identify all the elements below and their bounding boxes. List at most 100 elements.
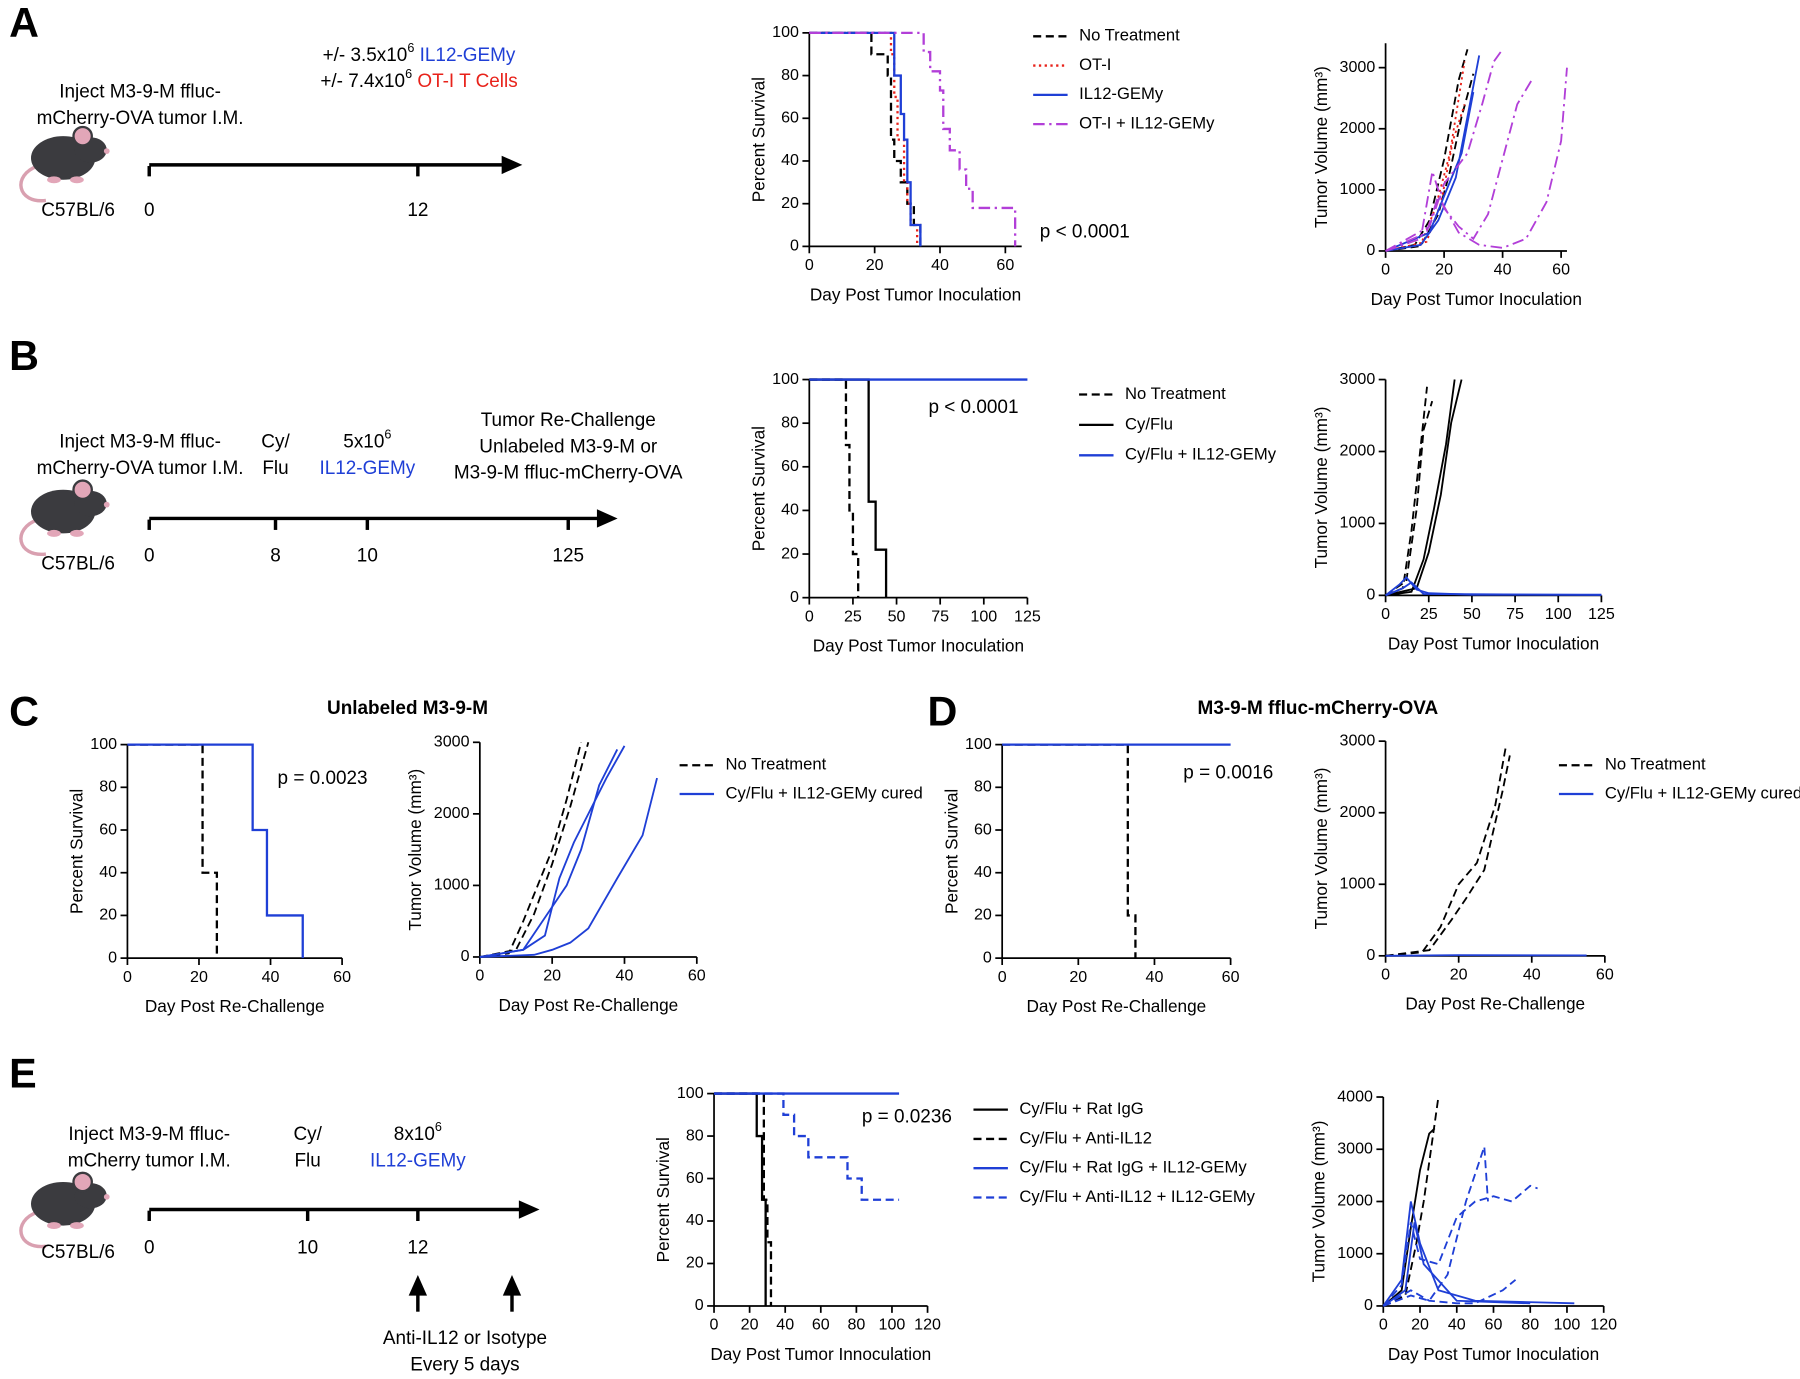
timeline-day: 8 [270, 545, 281, 566]
legend-label: No Treatment [726, 755, 827, 774]
mouse-nose [103, 1194, 110, 1200]
timeline-day: 12 [407, 1238, 428, 1259]
survival-curve [127, 743, 219, 959]
timeline-day: 0 [144, 1238, 155, 1259]
timeline-text: Flu [262, 458, 288, 479]
mouse-icon [19, 125, 110, 203]
y-tick-label: 20 [99, 906, 117, 924]
tumor-curve [1385, 581, 1602, 597]
timeline-text-part: mCherry tumor I.M. [68, 1150, 231, 1171]
p-value: p < 0.0001 [928, 397, 1018, 418]
survival-curve [809, 378, 860, 598]
tumor-curve [1385, 48, 1504, 252]
x-tick-label: 0 [1381, 966, 1390, 984]
x-tick-label: 25 [844, 607, 862, 625]
timeline-text-part: Flu [294, 1150, 320, 1171]
x-tick-label: 60 [333, 968, 351, 986]
mouse-foot [47, 176, 61, 184]
x-axis-label: Day Post Tumor Inoculation [1371, 289, 1582, 309]
survival-curve [809, 31, 922, 247]
strain-label: C57BL/6 [41, 1242, 115, 1263]
timeline-text-part: +/- 3.5x10 [323, 45, 408, 66]
survival-curve [714, 1092, 767, 1306]
x-tick-label: 40 [1494, 261, 1512, 279]
dose-arrowhead [408, 1274, 428, 1296]
timeline-text-part: M3-9-M ffluc-mCherry-OVA [454, 463, 683, 484]
x-tick-label: 0 [123, 968, 132, 986]
survival-curve [809, 31, 922, 247]
timeline-text-part: IL12-GEMy [319, 458, 415, 479]
y-tick-label: 3000 [1337, 1140, 1373, 1158]
y-axis-label: Percent Survival [653, 1137, 673, 1262]
p-value: p < 0.0001 [1040, 222, 1130, 243]
x-tick-label: 50 [1463, 605, 1481, 623]
timeline-text-part: OT-I T Cells [412, 71, 518, 92]
x-tick-label: 100 [970, 607, 997, 625]
x-axis-label: Day Post Tumor Inoculation [1388, 1344, 1599, 1364]
timeline-day: 12 [407, 200, 428, 221]
y-tick-label: 3000 [1340, 731, 1376, 749]
x-tick-label: 0 [998, 968, 1007, 986]
timeline-text: IL12-GEMy [370, 1150, 466, 1171]
x-tick-label: 40 [1146, 968, 1164, 986]
timeline-text-part: Inject M3-9-M ffluc- [59, 82, 221, 103]
mouse-nose [103, 148, 110, 154]
panel-title: M3-9-M ffluc-mCherry-OVA [1198, 698, 1439, 719]
x-axis-label: Day Post Re-Challenge [1026, 996, 1206, 1016]
y-tick-label: 0 [108, 948, 117, 966]
tumor-curve [1385, 55, 1481, 252]
timeline-arrowhead [596, 509, 618, 528]
mouse-ear [72, 1171, 93, 1193]
y-tick-label: 40 [781, 501, 799, 519]
timeline-text: mCherry tumor I.M. [68, 1150, 231, 1171]
timeline-text-part: +/- 7.4x10 [320, 71, 405, 92]
x-tick-label: 20 [190, 968, 208, 986]
y-tick-label: 3000 [1340, 370, 1376, 388]
x-tick-label: 0 [805, 607, 814, 625]
tumor-curve [479, 745, 626, 958]
timeline-text: 8x106 [394, 1120, 442, 1145]
x-tick-label: 100 [1554, 1316, 1581, 1334]
legend-label: No Treatment [1079, 26, 1180, 45]
x-tick-label: 20 [1411, 1316, 1429, 1334]
panel-title: Unlabeled M3-9-M [327, 698, 488, 719]
legend-label: IL12-GEMy [1079, 84, 1164, 103]
legend-label: Cy/Flu + Anti-IL12 [1019, 1128, 1152, 1147]
x-tick-label: 20 [1435, 261, 1453, 279]
timeline-text-part: 6 [405, 68, 412, 82]
timeline-text-part: Cy/ [261, 432, 290, 453]
strain-label: C57BL/6 [41, 200, 115, 221]
x-axis-label: Day Post Tumor Inoculation [1388, 633, 1599, 653]
x-tick-label: 100 [1545, 605, 1572, 623]
timeline-day: 0 [144, 200, 155, 221]
y-axis-label: Percent Survival [67, 789, 87, 914]
y-tick-label: 3000 [1340, 58, 1376, 76]
mouse-foot [47, 529, 61, 537]
tumor-curve [479, 777, 658, 958]
timeline-text: Unlabeled M3-9-M or [479, 436, 657, 457]
mouse-tail [19, 517, 47, 556]
y-tick-label: 1000 [1340, 875, 1376, 893]
tumor-curve [479, 742, 582, 958]
x-tick-label: 60 [1596, 966, 1614, 984]
y-tick-label: 80 [781, 66, 799, 84]
y-tick-label: 2000 [434, 804, 470, 822]
p-value: p = 0.0023 [278, 768, 368, 789]
x-tick-label: 125 [1014, 607, 1041, 625]
y-tick-label: 3000 [434, 733, 470, 751]
x-tick-label: 40 [931, 256, 949, 274]
y-tick-label: 60 [974, 820, 992, 838]
dose-arrowhead [502, 1274, 522, 1296]
timeline-text: M3-9-M ffluc-mCherry-OVA [454, 463, 683, 484]
timeline-text-part: 8x10 [394, 1124, 435, 1145]
mouse-tail [19, 1210, 47, 1249]
legend-label: Cy/Flu + Rat IgG [1019, 1099, 1143, 1118]
y-axis-label: Tumor Volume (mm³) [1311, 768, 1331, 930]
tumor-curve [1385, 379, 1463, 597]
x-axis-label: Day Post Tumor Inoculation [810, 284, 1021, 304]
x-tick-label: 0 [475, 967, 484, 985]
timeline-text: Cy/ [293, 1124, 322, 1145]
y-axis-label: Percent Survival [748, 77, 768, 202]
x-tick-label: 40 [616, 967, 634, 985]
y-tick-label: 0 [695, 1296, 704, 1314]
